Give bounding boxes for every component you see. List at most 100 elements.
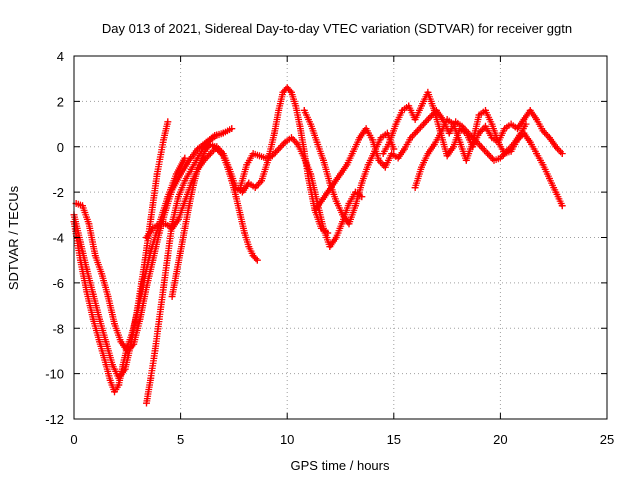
data-point — [219, 129, 227, 137]
data-point — [123, 347, 131, 355]
data-point — [424, 150, 432, 157]
data-point — [168, 293, 176, 300]
data-point — [452, 118, 460, 126]
data-point — [130, 340, 138, 348]
data-point — [320, 225, 327, 232]
data-point — [494, 138, 502, 146]
data-point — [526, 107, 534, 114]
data-point — [281, 138, 289, 146]
data-point — [522, 120, 530, 128]
data-point — [375, 156, 383, 164]
data-point — [352, 202, 359, 210]
data-point — [539, 161, 547, 169]
y-tick-label: 4 — [57, 49, 64, 64]
data-point — [339, 211, 347, 219]
data-point — [198, 154, 206, 162]
data-point — [390, 145, 398, 153]
data-point — [207, 150, 214, 157]
data-point — [552, 143, 560, 151]
data-point — [484, 150, 492, 157]
data-point — [213, 132, 221, 139]
grid — [74, 56, 607, 419]
data-point — [160, 284, 167, 291]
data-point — [243, 161, 251, 169]
data-point — [324, 188, 332, 196]
data-point — [172, 270, 180, 278]
data-point — [155, 315, 163, 323]
x-tick-label: 20 — [493, 432, 507, 447]
y-tick-label: 2 — [57, 94, 64, 109]
data-point — [552, 188, 560, 196]
data-point — [288, 134, 295, 142]
data-point — [420, 120, 428, 128]
data-point — [507, 120, 515, 128]
chart-title: Day 013 of 2021, Sidereal Day-to-day VTE… — [102, 21, 572, 36]
data-point — [207, 141, 214, 148]
data-point — [275, 107, 283, 114]
data-point — [245, 179, 253, 187]
data-point — [232, 193, 240, 201]
data-point — [558, 202, 566, 210]
y-tick-label: -8 — [52, 321, 64, 336]
data-point — [108, 361, 116, 368]
data-point — [307, 120, 315, 128]
data-point — [85, 220, 93, 228]
y-tick-label: -6 — [52, 276, 64, 291]
data-point — [143, 234, 150, 241]
data-point — [153, 170, 161, 178]
x-tick-label: 5 — [177, 432, 184, 447]
data-point — [430, 107, 438, 114]
data-point — [117, 338, 125, 346]
data-point — [189, 181, 197, 189]
data-point — [332, 197, 340, 205]
data-point — [379, 150, 387, 157]
data-point — [160, 136, 167, 144]
data-point — [185, 202, 193, 210]
data-point — [149, 256, 157, 264]
data-point — [503, 147, 511, 155]
data-point — [187, 166, 195, 173]
data-point — [104, 293, 112, 300]
data-point — [177, 170, 184, 178]
data-point — [482, 122, 489, 130]
data-point — [501, 125, 509, 132]
data-point — [407, 134, 415, 142]
axis-ticks: 0 5 10 15 20 25 -12 -10 -8 -6 -4 -2 0 2 4 — [45, 49, 614, 447]
data-point — [228, 177, 236, 185]
data-point — [546, 134, 553, 142]
data-point — [164, 118, 172, 126]
data-point — [147, 374, 155, 382]
data-point — [181, 177, 189, 185]
y-tick-label: -4 — [52, 231, 64, 246]
data-point — [236, 184, 244, 191]
data-point — [490, 156, 498, 164]
data-point — [106, 377, 114, 384]
data-point — [482, 107, 489, 114]
data-point — [364, 161, 372, 169]
data-point — [249, 150, 257, 157]
data-point — [236, 211, 244, 219]
data-point — [369, 136, 376, 144]
data-point — [194, 166, 202, 173]
data-point — [262, 154, 270, 162]
data-point — [149, 225, 157, 232]
data-point — [275, 145, 283, 153]
data-point — [96, 315, 103, 323]
data-point — [300, 107, 308, 114]
x-tick-label: 0 — [70, 432, 77, 447]
y-tick-label: -12 — [45, 412, 64, 427]
data-point — [465, 129, 472, 137]
y-tick-label: 0 — [57, 140, 64, 155]
data-point — [443, 116, 451, 123]
data-point — [386, 138, 393, 146]
data-point — [445, 129, 453, 137]
data-point — [155, 229, 163, 237]
data-series — [70, 84, 566, 407]
data-point — [111, 388, 118, 396]
data-point — [418, 102, 425, 110]
data-point — [136, 315, 144, 323]
data-point — [283, 84, 291, 92]
data-point — [79, 202, 86, 210]
data-point — [162, 206, 170, 214]
